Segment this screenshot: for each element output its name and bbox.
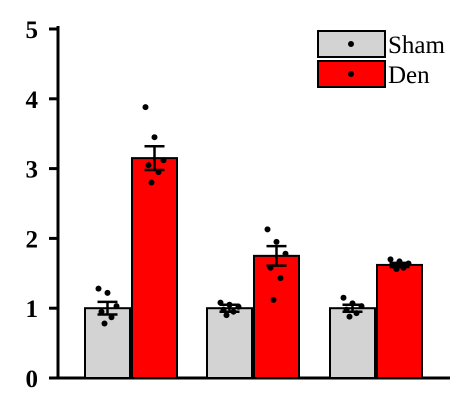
legend: Sham Den xyxy=(317,30,446,89)
data-point xyxy=(273,238,280,245)
data-point xyxy=(270,296,277,303)
data-point xyxy=(113,303,120,310)
bar xyxy=(84,307,131,380)
legend-swatch-den xyxy=(317,60,386,88)
bars xyxy=(84,157,423,380)
data-point xyxy=(104,289,111,296)
data-point xyxy=(223,312,230,319)
data-point xyxy=(340,294,347,301)
legend-marker-den xyxy=(348,71,354,77)
data-point xyxy=(282,250,289,257)
y-tick-label: 5 xyxy=(26,17,39,44)
data-point xyxy=(101,320,108,327)
data-point xyxy=(264,226,271,233)
error-bars xyxy=(97,145,410,316)
bar xyxy=(131,157,178,379)
legend-label-den: Den xyxy=(388,62,430,89)
data-point xyxy=(387,256,394,263)
y-tick-label: 0 xyxy=(26,366,39,393)
data-point xyxy=(151,134,158,141)
bar xyxy=(329,307,376,380)
y-tick-label: 3 xyxy=(26,157,39,184)
bar xyxy=(253,254,300,380)
data-point xyxy=(346,313,353,320)
data-point xyxy=(145,162,152,169)
data-point xyxy=(160,157,167,164)
legend-label-sham: Sham xyxy=(388,32,446,59)
data-point xyxy=(95,285,102,292)
data-point xyxy=(142,104,149,111)
y-tick-label: 1 xyxy=(26,296,39,323)
y-tick-label: 4 xyxy=(26,87,39,114)
y-tick-label: 2 xyxy=(26,226,39,253)
data-point xyxy=(98,308,105,315)
data-point xyxy=(277,275,284,282)
legend-marker-sham xyxy=(348,41,354,47)
bar xyxy=(206,307,253,380)
data-point xyxy=(148,179,155,186)
bar xyxy=(376,263,423,380)
data-point xyxy=(108,314,115,321)
